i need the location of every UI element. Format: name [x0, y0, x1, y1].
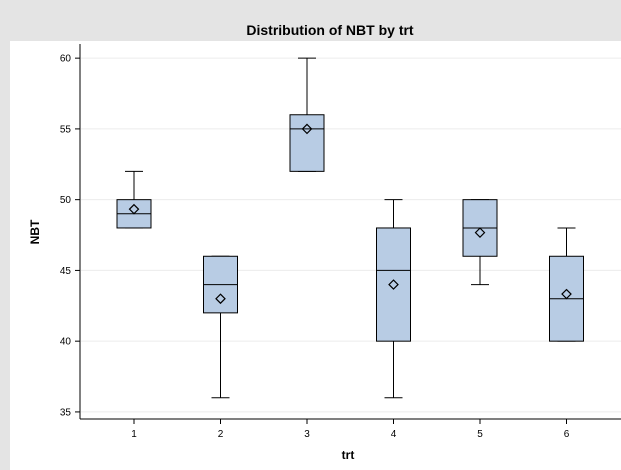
box-trt-5 — [462, 199, 498, 286]
mean-marker — [215, 293, 226, 305]
x-tick-label: 6 — [564, 429, 570, 440]
y-tick-label: 60 — [60, 54, 72, 65]
x-tick-label: 4 — [391, 429, 397, 440]
y-axis-ticks: 35 40 45 50 55 60 — [60, 54, 80, 418]
box-trt-1 — [116, 170, 152, 229]
plot-background — [10, 41, 621, 470]
box-trt-6 — [549, 227, 584, 342]
x-tick-label: 3 — [304, 429, 310, 440]
mean-marker — [474, 227, 486, 238]
iqr-box — [289, 114, 325, 172]
y-tick-label: 55 — [60, 124, 72, 135]
x-axis-label: trt — [342, 448, 355, 462]
x-axis-ticks: 1 2 3 4 5 6 — [131, 419, 570, 440]
y-tick-label: 40 — [60, 337, 72, 348]
y-tick-label: 35 — [60, 407, 72, 418]
x-tick-label: 1 — [131, 429, 137, 440]
mean-marker — [128, 203, 140, 215]
mean-marker — [561, 288, 572, 300]
x-tick-label: 5 — [477, 429, 483, 440]
box-trt-4 — [376, 199, 411, 399]
box-trt-2 — [203, 255, 238, 399]
iqr-box — [376, 227, 411, 342]
chart-title: Distribution of NBT by trt — [246, 22, 414, 38]
boxes — [116, 57, 584, 399]
y-axis-label: NBT — [28, 219, 42, 244]
x-tick-label: 2 — [218, 429, 224, 440]
box-trt-3 — [289, 57, 325, 172]
y-tick-label: 50 — [60, 195, 72, 206]
mean-marker — [388, 279, 399, 290]
mean-marker — [301, 123, 313, 135]
y-tick-label: 45 — [60, 266, 72, 277]
gridlines — [81, 57, 621, 413]
